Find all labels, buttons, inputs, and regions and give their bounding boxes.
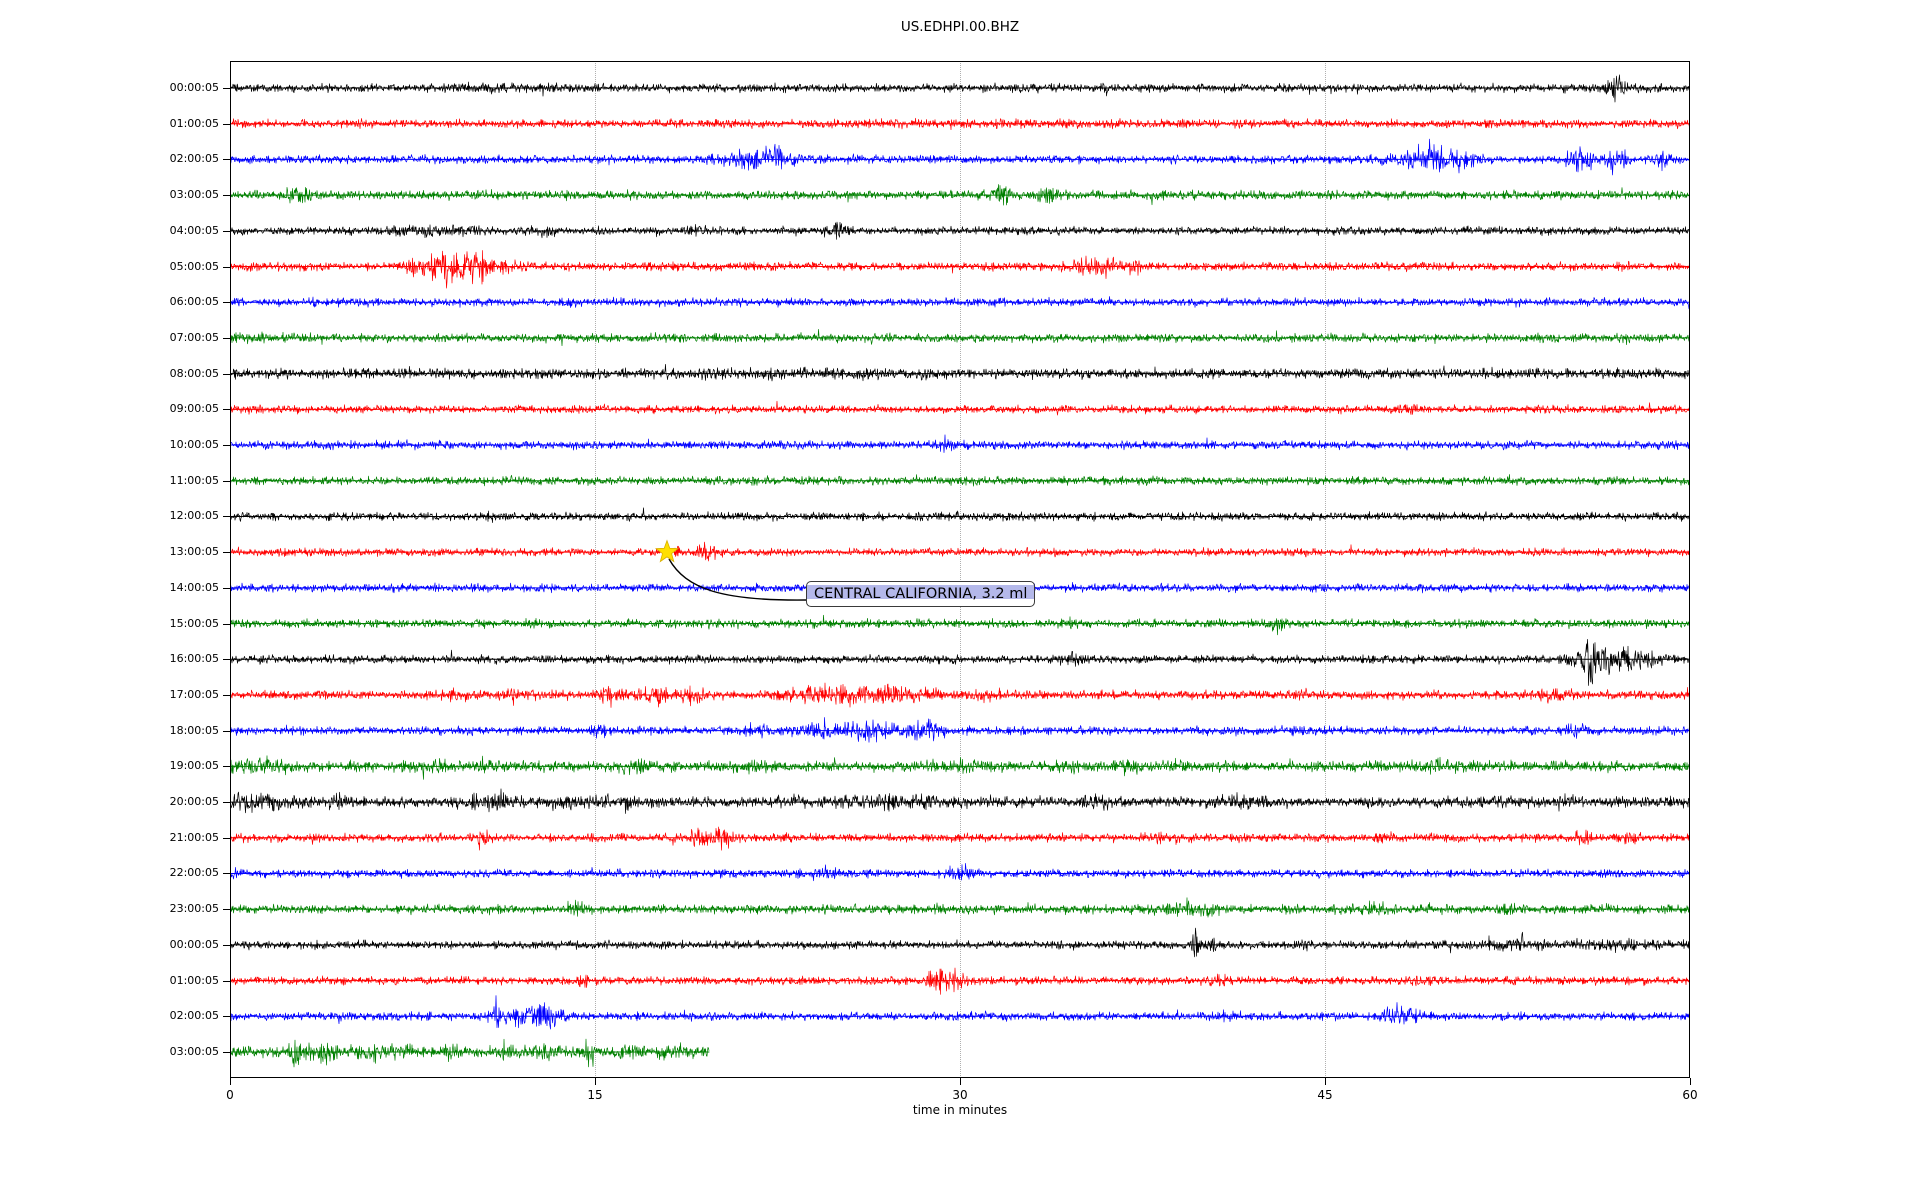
x-axis-label: time in minutes <box>912 1103 1008 1117</box>
y-tick <box>223 909 230 911</box>
x-tick <box>595 1078 596 1085</box>
row-time-label: 09:00:05 <box>169 402 219 416</box>
y-tick <box>223 195 230 197</box>
y-tick <box>223 944 230 946</box>
x-tick-label: 15 <box>587 1088 603 1102</box>
row-time-label: 22:00:05 <box>169 866 219 880</box>
y-tick <box>223 587 230 589</box>
row-time-label: 13:00:05 <box>169 545 219 559</box>
x-tick-label: 45 <box>1317 1088 1333 1102</box>
row-time-label: 14:00:05 <box>169 580 219 594</box>
y-tick <box>223 516 230 518</box>
y-tick <box>223 623 230 625</box>
y-tick <box>223 873 230 875</box>
row-time-label: 03:00:05 <box>169 1045 219 1058</box>
y-tick <box>223 445 230 447</box>
row-time-label: 17:00:05 <box>169 687 219 701</box>
y-tick <box>223 980 230 982</box>
row-time-label: 03:00:05 <box>169 188 219 202</box>
y-tick <box>223 159 230 161</box>
x-tick <box>960 1078 961 1085</box>
y-tick <box>223 1016 230 1018</box>
row-time-label: 08:00:05 <box>169 366 219 380</box>
row-time-label: 00:00:05 <box>169 937 219 951</box>
x-tick <box>230 1078 231 1085</box>
row-time-label: 00:00:05 <box>169 81 219 94</box>
row-time-label: 01:00:05 <box>169 973 219 987</box>
x-tick-label: 0 <box>226 1088 234 1102</box>
x-tick <box>1690 1078 1691 1085</box>
row-time-label: 06:00:05 <box>169 295 219 309</box>
y-tick <box>223 480 230 482</box>
seismogram-canvas <box>230 61 1690 1078</box>
row-time-label: 04:00:05 <box>169 223 219 237</box>
y-tick <box>223 88 230 89</box>
y-tick <box>223 802 230 804</box>
row-time-label: 21:00:05 <box>169 830 219 844</box>
x-tick-label: 60 <box>1682 1088 1698 1102</box>
y-tick <box>223 730 230 732</box>
row-time-label: 19:00:05 <box>169 759 219 773</box>
row-time-label: 02:00:05 <box>169 1009 219 1023</box>
y-tick <box>223 694 230 696</box>
y-tick <box>223 837 230 839</box>
row-time-label: 16:00:05 <box>169 652 219 666</box>
y-tick <box>223 766 230 768</box>
row-time-label: 05:00:05 <box>169 259 219 273</box>
row-time-label: 15:00:05 <box>169 616 219 630</box>
y-tick <box>223 230 230 232</box>
row-time-label: 23:00:05 <box>169 902 219 916</box>
y-tick <box>223 1052 230 1053</box>
row-time-label: 10:00:05 <box>169 438 219 452</box>
row-time-label: 11:00:05 <box>169 473 219 487</box>
y-tick <box>223 123 230 125</box>
figure-title: US.EDHPI.00.BHZ <box>900 19 1020 35</box>
y-tick <box>223 266 230 268</box>
y-tick <box>223 337 230 339</box>
x-tick-label: 30 <box>952 1088 968 1102</box>
row-time-label: 02:00:05 <box>169 152 219 166</box>
y-tick <box>223 373 230 375</box>
row-time-label: 20:00:05 <box>169 795 219 809</box>
annotation-label: CENTRAL CALIFORNIA, 3.2 ml <box>806 581 1036 607</box>
y-tick <box>223 659 230 661</box>
row-time-label: 07:00:05 <box>169 330 219 344</box>
y-tick <box>223 552 230 554</box>
y-tick <box>223 409 230 411</box>
row-time-label: 18:00:05 <box>169 723 219 737</box>
row-time-label: 12:00:05 <box>169 509 219 523</box>
row-time-label: 01:00:05 <box>169 116 219 130</box>
y-tick <box>223 302 230 304</box>
annotation-text: CENTRAL CALIFORNIA, 3.2 ml <box>814 586 1028 602</box>
x-tick <box>1325 1078 1326 1085</box>
